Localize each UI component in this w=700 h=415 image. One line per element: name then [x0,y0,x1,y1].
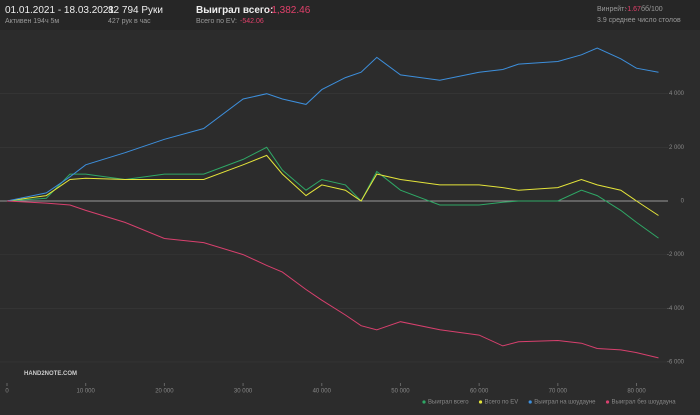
won-value: -1,382.46 [268,5,311,16]
tables: 3.9 среднее число столов [597,17,681,24]
hands-per-hour: 427 рук в час [108,18,151,25]
ev-label: Всего по EV: [196,18,237,25]
y-tick-label: 4 000 [669,91,685,97]
legend-label: Всего по EV [485,400,519,406]
legend-marker [478,400,483,404]
winrate-value: -1.67 [625,6,641,13]
x-tick-label: 30 000 [234,389,253,395]
y-tick-label: -2 000 [667,252,685,258]
x-tick-label: 20 000 [155,389,174,395]
x-tick-label: 40 000 [313,389,332,395]
legend-label: Выиграл без шоудауна [612,400,677,406]
x-tick-label: 80 000 [627,389,646,395]
x-tick-label: 10 000 [77,389,96,395]
legend-marker [422,400,426,404]
legend-marker [605,400,610,404]
x-tick-label: 60 000 [470,389,489,395]
x-tick-label: 50 000 [391,389,410,395]
y-tick-label: 2 000 [669,145,685,151]
hands: 82 794 Руки [108,5,163,16]
x-tick-label: 70 000 [549,389,568,395]
winrate-unit: бб/100 [641,6,663,13]
y-tick-label: -6 000 [667,360,685,366]
winrate-label: Винрейт: [597,6,627,13]
header: 01.01.2021 - 18.03.2021 Активен 194ч 5м … [0,0,700,30]
y-tick-label: 0 [681,199,685,205]
active: Активен 194ч 5м [5,18,60,25]
period: 01.01.2021 - 18.03.2021 [5,5,114,16]
legend-marker [528,400,532,404]
series-line [6,200,659,359]
logo: HAND2NOTE.COM [24,371,78,377]
legend-label: Выиграл всего [428,400,469,406]
won-label: Выиграл всего: [196,5,274,16]
series-line [6,146,659,239]
ev-value: -542.06 [240,18,264,25]
legend-label: Выиграл на шоудауне [534,400,596,406]
series-line [6,154,659,216]
x-tick-label: 0 [5,389,9,395]
y-tick-label: -4 000 [667,306,685,312]
series-line [6,47,659,202]
